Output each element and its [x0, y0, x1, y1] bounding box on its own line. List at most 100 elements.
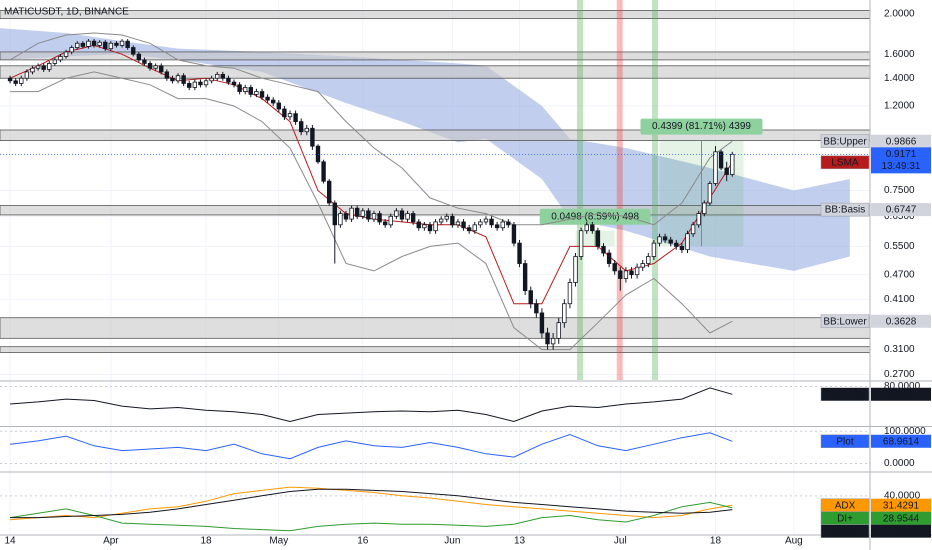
candle-body [466, 227, 472, 232]
candle-body [231, 81, 237, 86]
y-tick-label: 0.0000 [884, 458, 915, 469]
tag-name: ADX [835, 500, 856, 511]
y-tick-label: 0.6500 [884, 211, 915, 222]
candle-body [187, 83, 192, 88]
candle-body [455, 221, 461, 226]
candle-body [147, 63, 153, 69]
indicator-line [10, 387, 733, 423]
candle-body [226, 77, 231, 83]
measure-label: 0.4399 (81.71%) 4399 [652, 121, 751, 132]
candle-body [528, 290, 533, 305]
candle-body [584, 224, 589, 232]
candle-body [304, 127, 309, 133]
candle-body [248, 87, 254, 95]
tag-name-bg [820, 434, 870, 449]
candle-body [646, 256, 651, 264]
x-tick-label: 14 [5, 536, 17, 547]
y-tick-label: 0.2700 [884, 369, 915, 380]
tag-value: 28.9544 [883, 513, 920, 524]
candle-body [522, 263, 528, 292]
candle-body [707, 183, 713, 204]
candle-body [52, 59, 58, 64]
tag-name-bg [820, 524, 870, 538]
candle-body [86, 40, 91, 47]
candle-body [562, 303, 567, 324]
candle-body [377, 213, 382, 223]
y-tick-label: 0.3100 [884, 344, 915, 355]
tag-name: RSI KCH [825, 389, 866, 400]
candle-body [298, 121, 304, 133]
candle-body [685, 233, 690, 251]
candle-body [483, 218, 489, 223]
tag-value-bg [871, 498, 931, 512]
candle-body [606, 252, 612, 264]
y-tick-label: 0.5500 [884, 241, 915, 252]
candle-body [131, 47, 136, 55]
zone [0, 65, 871, 79]
tag-name-bg [820, 387, 870, 402]
candle-body [679, 245, 685, 251]
candle-body [595, 230, 601, 247]
tag-value: 0.3628 [886, 316, 917, 327]
candle-body [494, 224, 500, 229]
candle-body [35, 65, 41, 69]
x-tick-label: Aug [785, 536, 803, 547]
candle-body [461, 221, 466, 229]
candle-body [310, 127, 315, 147]
candle-body [634, 266, 640, 276]
indicator-line [10, 486, 733, 521]
candle-body [181, 75, 186, 84]
tag-value-bg [871, 314, 931, 328]
candle-body [192, 81, 198, 88]
candle-body [103, 41, 108, 50]
measure-label-bg [640, 118, 763, 135]
current-price-bg [871, 147, 931, 174]
candle-body [718, 151, 724, 169]
candle-body [590, 224, 595, 232]
candle-body [108, 42, 114, 50]
tag-value: 27.3685 [883, 526, 920, 537]
candle-body [153, 65, 158, 69]
y-tick-label: 100.0000 [884, 426, 926, 437]
candle-body [159, 65, 164, 73]
tag-value: 68.9614 [883, 436, 920, 447]
candle-body [125, 40, 130, 48]
candle-body [382, 221, 388, 226]
candle-body [730, 153, 735, 175]
candle-body [427, 224, 433, 232]
tag-value: 0.6747 [886, 205, 917, 216]
y-tick-label: 1.4000 [884, 73, 915, 84]
x-tick-label: 18 [200, 536, 212, 547]
candle-body [7, 77, 13, 82]
tag-value: 0.9866 [886, 136, 917, 147]
x-tick-label: May [269, 536, 288, 547]
highlight-band [652, 0, 659, 380]
candle-body [578, 230, 584, 257]
candle-body [326, 180, 332, 204]
candle-body [410, 213, 416, 223]
y-tick-label: 2.0000 [884, 9, 915, 20]
candle-body [13, 80, 18, 84]
zone [0, 346, 871, 353]
tag-value-bg [871, 134, 931, 148]
y-tick-label: 0.4100 [884, 294, 915, 305]
candle-body [30, 67, 35, 73]
candle-body [69, 47, 74, 53]
candle-body [41, 65, 46, 70]
tag-name: Plot [836, 436, 853, 447]
y-tick-label: 1.2000 [884, 101, 915, 112]
candle-body [623, 270, 629, 279]
x-tick-label: Jun [444, 536, 460, 547]
tag-name: LSMA [831, 157, 859, 168]
measure-label: 0.0498 (8.59%) 498 [551, 211, 639, 222]
highlight-band [577, 0, 583, 380]
candle-body [75, 42, 80, 48]
tag-name: BB:Lower [823, 316, 867, 327]
y-tick-label: 1.6000 [884, 49, 915, 60]
indicator-line [10, 501, 733, 532]
tag-value-bg [871, 387, 931, 401]
candle-body [282, 108, 287, 118]
candle-body [164, 71, 170, 79]
candle-body [203, 80, 209, 86]
candle-body [243, 87, 248, 92]
